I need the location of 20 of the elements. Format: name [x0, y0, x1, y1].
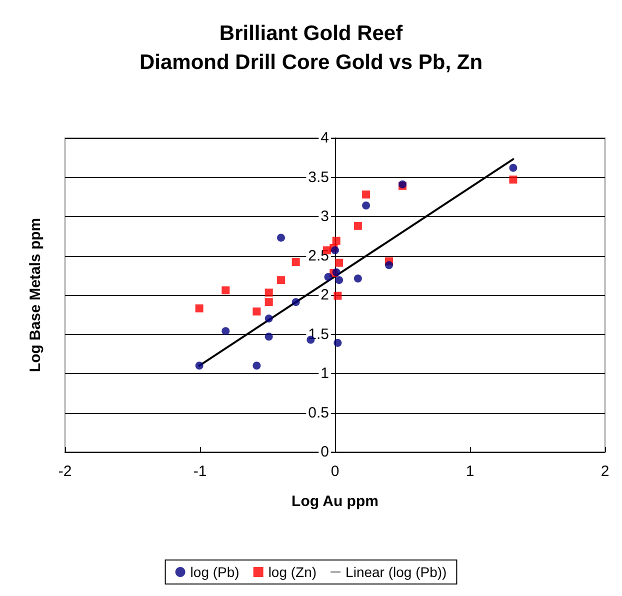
legend-label: Linear (log (Pb))	[346, 564, 447, 580]
x-axis-title: Log Au ppm	[292, 493, 378, 510]
x-tick-label: 1	[466, 463, 474, 480]
y-tick-label: 1	[320, 365, 329, 382]
y-tick-label: 0	[320, 444, 329, 460]
y-tick-label: 3.5	[308, 168, 329, 186]
y-axis-title: Log Base Metals ppm	[27, 218, 44, 372]
y-tick-label: 1.5	[308, 326, 329, 343]
chart-subtitle: Diamond Drill Core Gold vs Pb, Zn	[139, 51, 483, 74]
y-tick-label: 2	[320, 286, 329, 304]
y-tick-label: 4	[320, 130, 329, 146]
x-tick-label: -2	[58, 463, 72, 480]
y-tick-label: 2.5	[308, 247, 329, 264]
y-tick-label: 3	[320, 208, 329, 225]
chart-title: Brilliant Gold Reef	[219, 22, 404, 45]
x-tick-label: -1	[193, 463, 207, 480]
y-tick-label: 0.5	[308, 404, 329, 422]
legend-label: log (Pb)	[190, 564, 240, 580]
legend-label: log (Zn)	[268, 564, 317, 580]
x-tick-label: 2	[600, 463, 610, 480]
